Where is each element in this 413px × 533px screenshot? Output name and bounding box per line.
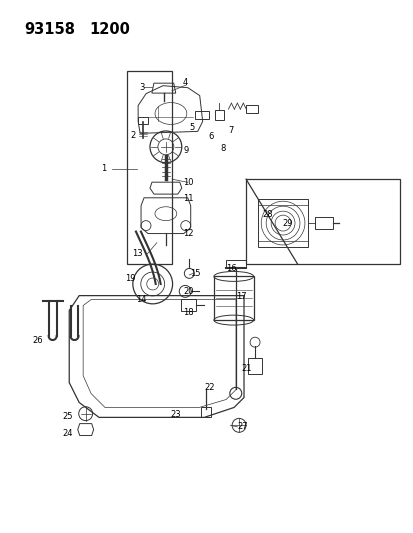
Text: 18: 18 [182,308,193,317]
Bar [225,260,245,268]
Text: 20: 20 [183,287,193,296]
Text: 5: 5 [189,123,195,132]
Text: 19: 19 [125,274,136,283]
Bar [180,298,196,311]
Bar [214,110,224,120]
Bar [201,407,211,417]
Text: 25: 25 [62,412,72,421]
Text: 3: 3 [139,83,144,92]
Text: 16: 16 [225,264,236,272]
Text: 21: 21 [240,364,251,373]
Text: 23: 23 [171,410,181,419]
Bar [258,199,307,247]
Text: 17: 17 [235,292,246,301]
Text: 8: 8 [220,144,225,154]
Text: 7: 7 [228,126,234,135]
Bar [314,217,332,229]
Bar [246,105,258,113]
Text: 12: 12 [183,229,193,238]
Text: 29: 29 [282,219,292,228]
Text: 10: 10 [183,178,193,187]
Text: 22: 22 [204,383,214,392]
Text: 24: 24 [62,429,72,438]
Text: 93158: 93158 [24,22,75,37]
Text: 1200: 1200 [90,22,131,37]
Bar [247,358,261,374]
Text: 2: 2 [130,131,135,140]
Bar [214,277,253,320]
Bar [138,117,148,125]
Text: 26: 26 [33,336,43,345]
Text: 6: 6 [208,132,213,141]
Text: 13: 13 [132,249,142,259]
Text: 27: 27 [237,423,247,431]
Bar [126,70,172,264]
Text: 15: 15 [189,269,200,278]
Bar [245,179,399,264]
Text: 14: 14 [135,295,146,304]
Text: 9: 9 [183,146,188,155]
Text: 1: 1 [101,164,106,173]
Text: 11: 11 [183,194,193,203]
Text: 4: 4 [182,78,187,87]
Bar [194,111,208,119]
Text: 28: 28 [261,210,272,219]
